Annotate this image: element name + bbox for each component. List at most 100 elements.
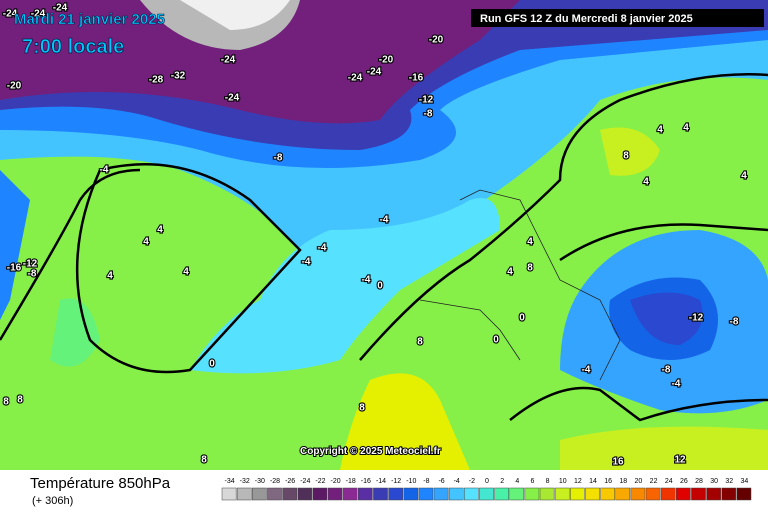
scale-swatch xyxy=(327,487,343,501)
scale-label: 28 xyxy=(695,478,703,485)
run-box xyxy=(471,9,764,27)
contour-label: 16 xyxy=(612,457,624,468)
scale-label: 22 xyxy=(650,478,658,485)
scale-swatch xyxy=(676,487,691,501)
contour-label: -24 xyxy=(367,67,382,78)
date-label: Mardi 21 janvier 2025 xyxy=(14,11,165,28)
contour-label: -24 xyxy=(31,9,46,20)
scale-swatch xyxy=(691,487,706,501)
scale-label: 14 xyxy=(589,478,597,485)
scale-label: 16 xyxy=(604,478,612,485)
scale-label: -16 xyxy=(361,478,371,485)
scale-swatch xyxy=(388,487,403,501)
scale-swatch xyxy=(585,487,600,501)
scale-swatch xyxy=(630,487,646,501)
scale-label: -6 xyxy=(438,478,444,485)
scale-label: -22 xyxy=(315,478,325,485)
scale-label: 0 xyxy=(485,478,489,485)
contour-label: -8 xyxy=(662,365,671,376)
contour-label: 4 xyxy=(183,267,189,278)
contour-label: -20 xyxy=(429,35,444,46)
contour-label: -8 xyxy=(730,317,739,328)
scale-swatch xyxy=(479,487,494,501)
contour-label: 12 xyxy=(674,455,686,466)
scale-label: -8 xyxy=(423,478,429,485)
contour-label: 4 xyxy=(741,171,747,182)
scale-swatch xyxy=(660,487,676,501)
contour-label: -4 xyxy=(302,257,311,268)
contour-label: 8 xyxy=(3,397,9,408)
scale-swatch xyxy=(418,487,434,501)
contour-label: -24 xyxy=(53,3,68,14)
scale-swatch xyxy=(524,487,540,501)
scale-label: 18 xyxy=(619,478,627,485)
scale-label: -26 xyxy=(285,478,295,485)
run-label: Run GFS 12 Z du Mercredi 8 janvier 2025 xyxy=(480,13,693,25)
scale-label: -12 xyxy=(391,478,401,485)
contour-label: 4 xyxy=(527,237,533,248)
scale-label: -10 xyxy=(406,478,416,485)
contour-label: -16 xyxy=(7,263,22,274)
contour-label: -12 xyxy=(689,313,704,324)
scale-swatch xyxy=(297,487,313,501)
scale-label: 24 xyxy=(665,478,673,485)
time-label: 7:00 locale xyxy=(22,36,124,58)
scale-swatch xyxy=(236,487,252,501)
contour-label: -4 xyxy=(672,379,681,390)
scale-swatch xyxy=(554,487,570,501)
scale-swatch xyxy=(282,487,297,501)
contour-label: 8 xyxy=(527,263,533,274)
contour-label: -12 xyxy=(419,95,434,106)
contour-label: -8 xyxy=(28,269,37,280)
scale-label: 8 xyxy=(546,478,550,485)
contour-label: 4 xyxy=(143,237,149,248)
scale-label: 2 xyxy=(500,478,504,485)
contour-label: 0 xyxy=(377,281,383,292)
contour-label: 8 xyxy=(359,403,365,414)
scale-swatch xyxy=(706,487,721,501)
contour-label: 4 xyxy=(107,271,113,282)
scale-label: -20 xyxy=(331,478,341,485)
contour-label: 4 xyxy=(657,125,663,136)
footer-title: Température 850hPa xyxy=(30,475,171,492)
contour-label: 0 xyxy=(519,313,525,324)
scale-swatch xyxy=(267,487,282,501)
contour-labels: -24 -24-24-20-28 -32-24-24-24-24-20-20-16-… xyxy=(2,2,749,469)
scale-label: 20 xyxy=(635,478,643,485)
scale-label: 26 xyxy=(680,478,688,485)
scale-label: 34 xyxy=(741,478,749,485)
scale-swatch xyxy=(600,487,615,501)
map-background xyxy=(0,0,768,470)
contour-label: -4 xyxy=(362,275,371,286)
contour-label: -24 xyxy=(348,73,363,84)
scale-label: 30 xyxy=(710,478,718,485)
scale-swatch xyxy=(358,487,373,501)
scale-swatch xyxy=(448,487,464,501)
scale-swatch xyxy=(342,487,358,501)
scale-label: -28 xyxy=(270,478,280,485)
scale-swatch xyxy=(252,487,267,501)
contour-label: 4 xyxy=(683,123,689,134)
scale-label: 10 xyxy=(559,478,567,485)
contour-label: -12 xyxy=(23,259,38,270)
scale-label: 6 xyxy=(530,478,534,485)
scale-swatch xyxy=(494,487,509,501)
scale-label: 32 xyxy=(725,478,733,485)
scale-label: 4 xyxy=(515,478,519,485)
scale-label: -18 xyxy=(346,478,356,485)
contour-label: 8 xyxy=(623,151,629,162)
scale-swatch xyxy=(645,487,661,501)
scale-label: -34 xyxy=(225,478,235,485)
color-scale: -34 -32 -30 -28 -26 -24 -22 -20 -18 -16 -14 -12 -10-… xyxy=(221,478,752,501)
scale-label: -4 xyxy=(454,478,460,485)
scale-swatch xyxy=(403,487,419,501)
scale-swatch xyxy=(570,487,585,501)
scale-swatch xyxy=(464,487,479,501)
scale-swatch xyxy=(539,487,555,501)
copyright: Copyright © 2025 Meteociel.fr xyxy=(300,446,441,457)
scale-swatch xyxy=(373,487,388,501)
scale-swatch xyxy=(721,487,737,501)
contour-label: -24 xyxy=(221,55,236,66)
contour-label: -16 xyxy=(409,73,424,84)
